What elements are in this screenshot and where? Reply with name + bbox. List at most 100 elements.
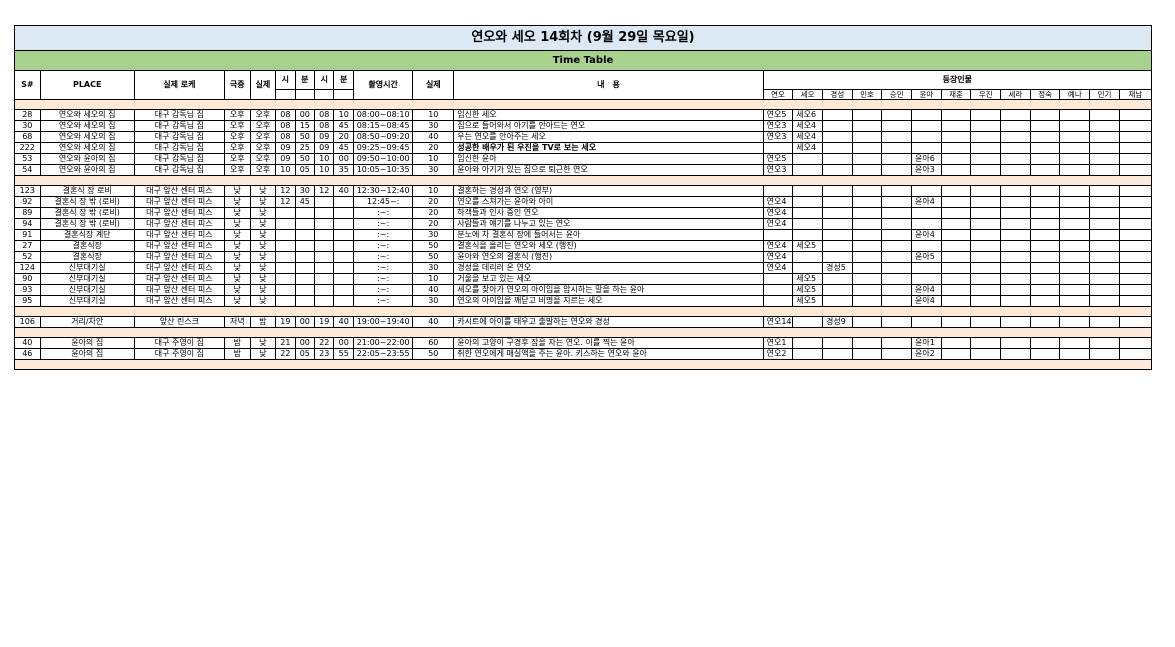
scene-number-cell: 53 (14, 153, 41, 165)
cast-cell (851, 120, 883, 132)
cast-cell (1118, 348, 1153, 360)
cast-cell (1029, 142, 1061, 154)
drama-time-cell: 밤 (223, 337, 251, 349)
actual-duration-cell: 10 (412, 153, 455, 165)
cast-cell (1029, 207, 1061, 219)
cast-cell (1089, 131, 1120, 143)
cast-cell (1059, 273, 1091, 285)
location-cell: 대구 감독님 집 (133, 153, 225, 165)
actual-duration-cell: 20 (412, 196, 455, 208)
hour-start-cell (275, 218, 296, 230)
actual-duration-cell: 60 (412, 337, 455, 349)
cast-cell: 연오3 (762, 120, 794, 132)
actual-duration-cell: 10 (412, 273, 455, 285)
cast-cell (1059, 207, 1091, 219)
cast-cell (881, 240, 913, 252)
cast-cell (792, 337, 823, 349)
cast-cell: 세오6 (792, 109, 823, 121)
minute-end-cell (333, 284, 354, 296)
table-row: 68 연오와 세오의 집 대구 감독님 집 오후 오후 08 50 09 20 08:50~09:… (14, 131, 1153, 143)
actual-duration-cell: 20 (412, 207, 455, 219)
shoot-time-cell: :~: (352, 251, 414, 263)
cast-cell (911, 207, 942, 219)
cast-cell: 연오4 (762, 251, 794, 263)
cast-cell (881, 218, 913, 230)
minute-end-cell (333, 196, 354, 208)
scene-number-cell: 89 (14, 207, 41, 219)
cast-cell (1029, 262, 1061, 274)
cast-cell (1000, 240, 1031, 252)
minute-end-cell: 45 (333, 142, 354, 154)
cast-cell (821, 142, 853, 154)
location-cell: 대구 앞산 센터 피스 (133, 229, 225, 241)
cast-cell (970, 273, 1002, 285)
cast-cell (821, 185, 853, 197)
cast-cell (940, 229, 972, 241)
cast-cell (911, 131, 942, 143)
hour-start-cell: 21 (275, 337, 296, 349)
cast-cell (940, 273, 972, 285)
cast-cell (911, 120, 942, 132)
hour-end-cell: 09 (314, 131, 335, 143)
cast-cell (1059, 153, 1091, 165)
header-real-time: 실제 (249, 70, 277, 100)
table-row: 93 신부대기실 대구 앞산 센터 피스 낮 낮:~: 40 세오를 찾아가 연오의 아이임… (14, 284, 1153, 296)
cast-cell (1118, 229, 1153, 241)
cast-cell: 윤아5 (911, 251, 942, 263)
cast-cell (911, 109, 942, 121)
drama-time-cell: 낮 (223, 229, 251, 241)
cast-cell (821, 218, 853, 230)
cast-cell: 윤아4 (911, 284, 942, 296)
content-cell: 결혼하는 경성과 연오 (영부) (453, 185, 764, 197)
location-cell: 대구 앞산 센터 피스 (133, 240, 225, 252)
cast-cell (821, 251, 853, 263)
cast-cell (792, 229, 823, 241)
cast-cell (1089, 218, 1120, 230)
table-row: 106 거리/차안 앞산 린스크 저녁 밤 19 00 19 40 19:00~19:40 40 카시… (14, 316, 1153, 328)
cast-cell (1029, 337, 1061, 349)
cast-cell (1000, 185, 1031, 197)
cast-header-cell: 재훈 (940, 89, 972, 100)
separator-row (14, 359, 1152, 370)
real-time-cell: 낮 (249, 207, 277, 219)
cast-cell (821, 348, 853, 360)
hour-start-cell (275, 207, 296, 219)
cast-cell: 윤아3 (911, 164, 942, 176)
hour-end-cell (314, 196, 335, 208)
cast-cell (970, 316, 1002, 328)
cast-cell (1118, 131, 1153, 143)
cast-cell (1029, 273, 1061, 285)
cast-cell (1000, 251, 1031, 263)
hour-end-cell: 19 (314, 316, 335, 328)
hour-end-cell (314, 295, 335, 307)
minute-end-cell (333, 207, 354, 219)
cast-cell (1118, 240, 1153, 252)
cast-cell (881, 284, 913, 296)
cast-cell (970, 142, 1002, 154)
place-cell: 연오와 세오의 집 (39, 131, 135, 143)
cast-cell (792, 251, 823, 263)
cast-cell (1000, 142, 1031, 154)
cast-cell: 경성9 (821, 316, 853, 328)
cast-cell (970, 240, 1002, 252)
cast-cell (940, 295, 972, 307)
cast-cell (1000, 229, 1031, 241)
real-time-cell: 오후 (249, 131, 277, 143)
shoot-time-cell: :~: (352, 295, 414, 307)
cast-cell (1118, 142, 1153, 154)
cast-cell (1000, 196, 1031, 208)
content-cell: 윤아와 연오의 결혼식 (행진) (453, 251, 764, 263)
content-cell: 거울을 보고 있는 세오 (453, 273, 764, 285)
place-cell: 연오와 세오의 집 (39, 109, 135, 121)
cast-cell (911, 185, 942, 197)
cast-cell (911, 273, 942, 285)
shoot-time-cell: :~: (352, 240, 414, 252)
cast-cell: 세오4 (792, 120, 823, 132)
cast-cell (821, 273, 853, 285)
scene-number-cell: 92 (14, 196, 41, 208)
shoot-time-cell: 08:15~08:45 (352, 120, 414, 132)
cast-cell (970, 295, 1002, 307)
cast-cell (970, 131, 1002, 143)
cast-cell (1000, 284, 1031, 296)
minute-end-cell: 40 (333, 185, 354, 197)
